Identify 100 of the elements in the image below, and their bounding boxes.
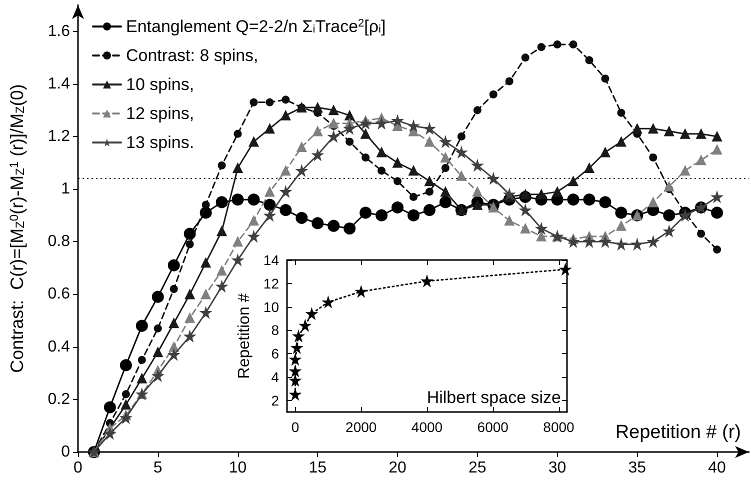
point bbox=[362, 154, 370, 162]
point bbox=[599, 196, 612, 208]
point bbox=[170, 284, 178, 293]
point bbox=[440, 186, 450, 197]
point bbox=[584, 236, 595, 248]
point bbox=[280, 186, 292, 198]
point bbox=[184, 228, 196, 240]
point bbox=[711, 206, 724, 219]
point bbox=[264, 198, 276, 211]
point bbox=[520, 224, 530, 234]
point bbox=[232, 163, 243, 174]
point bbox=[154, 324, 162, 332]
point bbox=[680, 210, 691, 221]
point bbox=[616, 220, 626, 231]
point bbox=[168, 318, 179, 328]
point bbox=[456, 170, 466, 181]
y-tick-label: 10 bbox=[263, 298, 280, 315]
point bbox=[425, 188, 434, 196]
point bbox=[424, 123, 435, 134]
point bbox=[504, 188, 515, 200]
point bbox=[488, 202, 498, 212]
point bbox=[536, 231, 546, 242]
point bbox=[648, 124, 658, 134]
point bbox=[122, 390, 130, 398]
x-tick-label: 5 bbox=[153, 460, 162, 476]
point bbox=[344, 123, 356, 134]
point bbox=[616, 136, 626, 147]
x-tick-label: 2000 bbox=[346, 419, 377, 435]
y-tick-label: 12 bbox=[263, 275, 280, 292]
point bbox=[440, 136, 451, 148]
point bbox=[248, 194, 260, 206]
point bbox=[552, 186, 562, 197]
point bbox=[356, 286, 367, 298]
point bbox=[472, 186, 482, 197]
point bbox=[680, 166, 690, 176]
point bbox=[696, 155, 706, 166]
point bbox=[216, 196, 228, 208]
point bbox=[663, 209, 676, 222]
point bbox=[280, 110, 291, 120]
point bbox=[250, 98, 258, 106]
point bbox=[536, 189, 546, 200]
point bbox=[664, 126, 674, 136]
y-tick-label: 1.2 bbox=[48, 128, 70, 145]
point bbox=[312, 217, 324, 230]
point bbox=[712, 144, 722, 155]
y-tick-label: 8 bbox=[271, 322, 280, 338]
point bbox=[600, 147, 610, 158]
point bbox=[664, 226, 675, 237]
legend-label: 10 spins, bbox=[126, 75, 194, 94]
point bbox=[152, 370, 164, 382]
point bbox=[456, 146, 467, 158]
point bbox=[200, 289, 211, 300]
point bbox=[408, 166, 418, 176]
point bbox=[264, 124, 275, 134]
point bbox=[600, 236, 611, 248]
point bbox=[264, 210, 276, 221]
point bbox=[216, 226, 227, 236]
point bbox=[376, 118, 388, 129]
point bbox=[394, 177, 402, 186]
point bbox=[424, 136, 434, 147]
point bbox=[290, 388, 301, 400]
point bbox=[328, 130, 340, 142]
point bbox=[376, 147, 387, 158]
point bbox=[473, 106, 482, 114]
point bbox=[553, 40, 562, 48]
point bbox=[632, 124, 642, 134]
point bbox=[344, 110, 355, 120]
y-tick-label: 2 bbox=[271, 392, 280, 408]
x-axis-title: Repetition # (r) bbox=[615, 422, 741, 443]
point bbox=[569, 40, 578, 48]
point bbox=[615, 206, 628, 219]
point bbox=[649, 154, 658, 162]
point bbox=[378, 166, 386, 175]
point bbox=[202, 200, 210, 209]
point bbox=[441, 164, 450, 172]
point bbox=[312, 149, 324, 160]
point bbox=[232, 236, 243, 247]
x-tick-label: 4000 bbox=[411, 419, 443, 435]
x-tick-label: 25 bbox=[468, 460, 486, 476]
point bbox=[560, 264, 571, 275]
point bbox=[422, 276, 432, 287]
point bbox=[280, 204, 292, 216]
point bbox=[601, 74, 610, 83]
point bbox=[152, 290, 164, 303]
point bbox=[680, 128, 690, 139]
point bbox=[713, 246, 722, 254]
x-tick-label: 0 bbox=[74, 460, 83, 476]
point bbox=[392, 115, 404, 126]
point bbox=[152, 347, 163, 358]
point bbox=[120, 412, 132, 424]
x-tick-label: 8000 bbox=[543, 419, 575, 435]
y-tick-label: 0.6 bbox=[48, 286, 70, 303]
point bbox=[136, 373, 147, 384]
x-tick-label: 0 bbox=[291, 419, 300, 435]
point bbox=[408, 209, 420, 222]
point bbox=[584, 163, 594, 174]
point bbox=[138, 356, 146, 364]
x-tick-label: 30 bbox=[548, 460, 566, 476]
x-tick-label: 15 bbox=[308, 460, 327, 476]
y-tick-label: 0.4 bbox=[48, 338, 70, 356]
